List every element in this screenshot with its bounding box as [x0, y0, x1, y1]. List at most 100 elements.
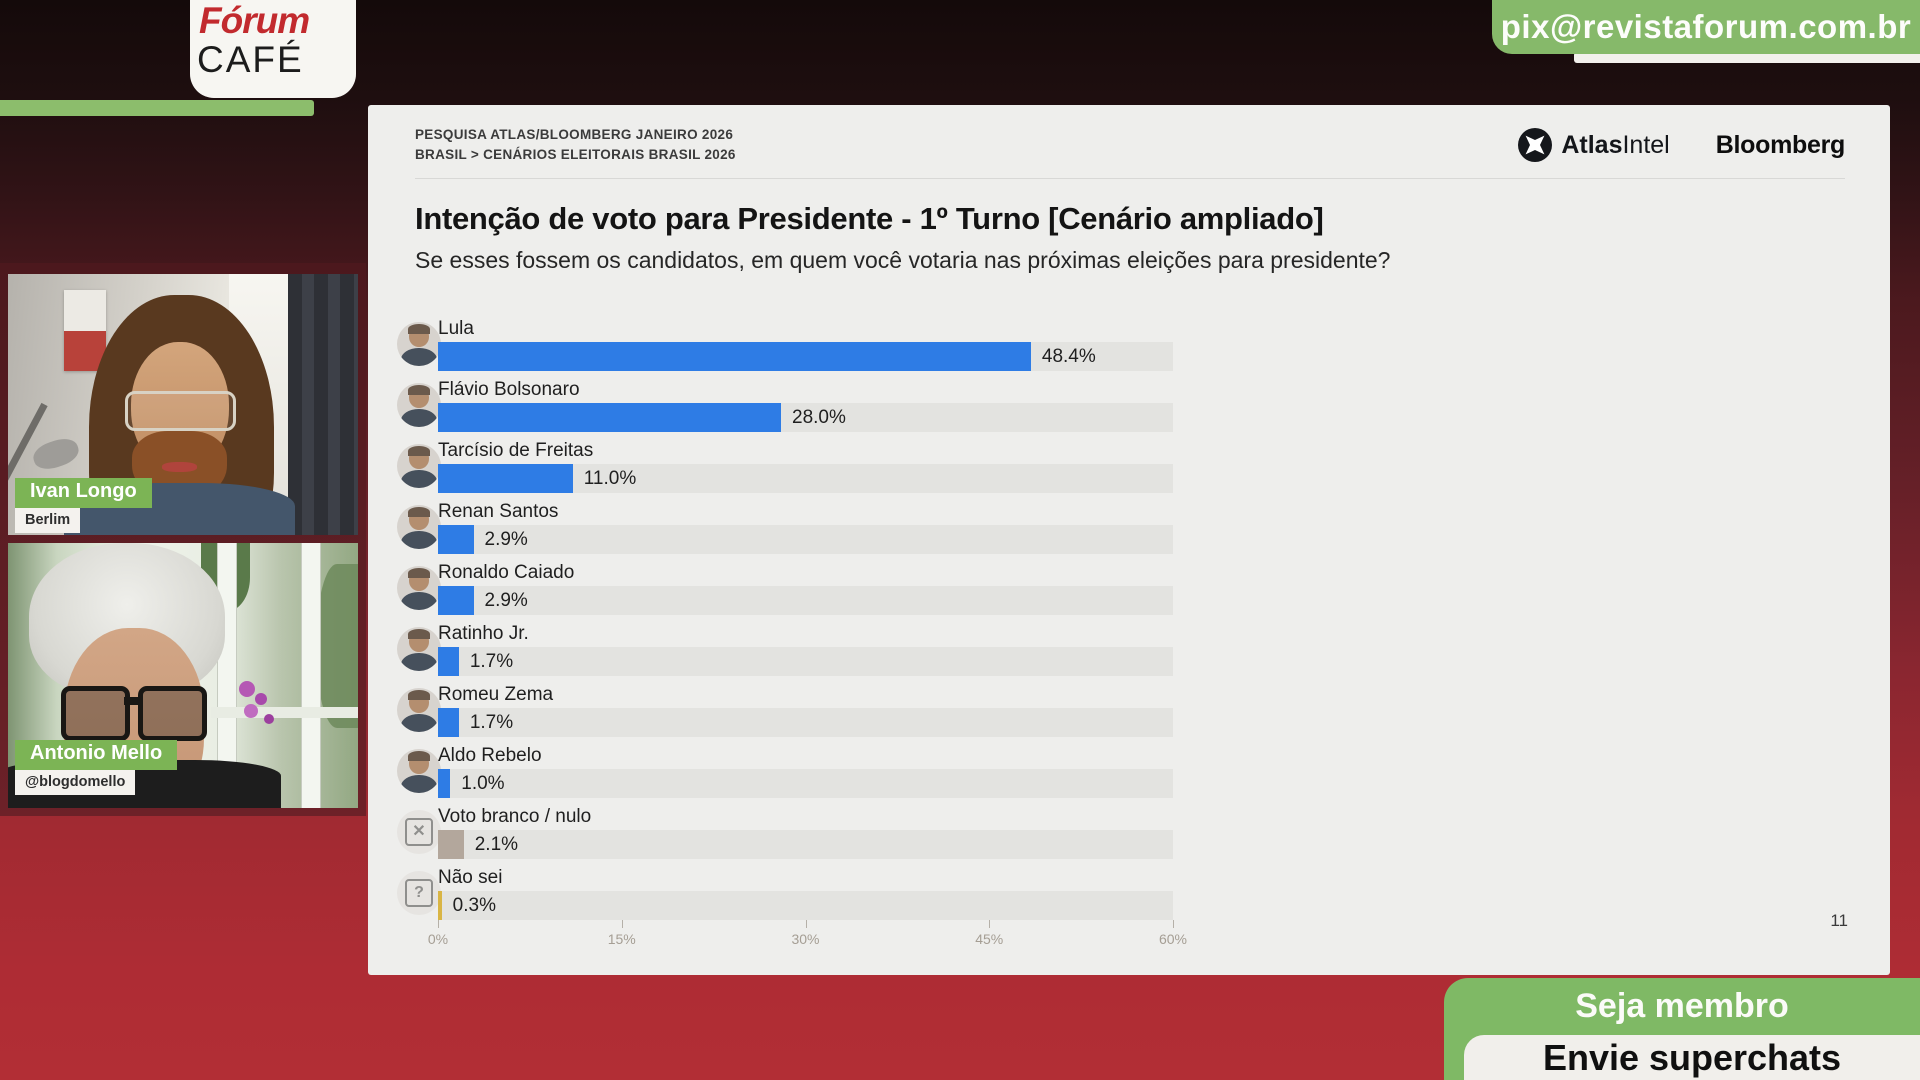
- speaker-glasses: [137, 686, 207, 742]
- avatar-silhouette-body: [401, 713, 437, 732]
- window-frame: [302, 543, 320, 808]
- icon-glyph: ✕: [405, 818, 433, 846]
- avatar-silhouette-body: [401, 774, 437, 793]
- candidate-row: Flávio Bolsonaro 28.0%: [368, 379, 1890, 440]
- header-divider: [415, 178, 1845, 179]
- vote-value: 48.4%: [1041, 346, 1096, 367]
- survey-section: BRASIL > CENÁRIOS ELEITORAIS BRASIL 2026: [415, 147, 736, 162]
- atlasintel-logo: AtlasIntel: [1518, 128, 1670, 162]
- foliage: [316, 564, 358, 729]
- axis-label: 15%: [607, 931, 636, 947]
- vote-bar-fill: [438, 708, 459, 737]
- axis-tick: [438, 920, 439, 928]
- candidate-row: Ronaldo Caiado 2.9%: [368, 562, 1890, 623]
- vote-bar-track: [438, 403, 1173, 432]
- candidate-name: Lula: [438, 318, 474, 339]
- vote-bar-fill: [438, 525, 474, 554]
- vote-value: 1.7%: [469, 651, 514, 672]
- webcam-antonio: Antonio Mello @blogdomello: [8, 543, 358, 808]
- bloomberg-logo: Bloomberg: [1715, 130, 1846, 159]
- speaker-glasses: [60, 686, 130, 742]
- axis-tick: [989, 920, 991, 928]
- candidate-avatar: [397, 627, 441, 671]
- avatar-silhouette-hair: [407, 628, 431, 640]
- avatar-silhouette-hair: [407, 323, 431, 335]
- logo-forum-text: Fórum: [199, 0, 310, 41]
- blank-vote-icon: ✕: [397, 810, 441, 854]
- forum-cafe-logo: Fórum CAFÉ: [190, 0, 356, 98]
- curtain: [288, 274, 358, 535]
- candidate-row: ? Não sei 0.3%: [368, 867, 1890, 928]
- speaker-glasses: [125, 391, 237, 432]
- breadcrumb: PESQUISA ATLAS/BLOOMBERG JANEIRO 2026 BR…: [415, 125, 736, 165]
- speaker-glasses-bridge: [123, 696, 141, 705]
- vote-bar-track: [438, 708, 1173, 737]
- candidate-avatar: [397, 444, 441, 488]
- question-icon: ?: [397, 871, 441, 915]
- vote-bar-fill: [438, 830, 464, 859]
- candidate-name: Aldo Rebelo: [438, 745, 542, 766]
- avatar-silhouette-hair: [407, 506, 431, 518]
- slide-page-number: 11: [1830, 911, 1848, 930]
- avatar-silhouette-hair: [407, 567, 431, 579]
- candidate-name: Tarcísio de Freitas: [438, 440, 594, 461]
- avatar-silhouette-body: [401, 530, 437, 549]
- vote-bar-fill: [438, 647, 459, 676]
- vote-bar-track: [438, 647, 1173, 676]
- candidate-name: Não sei: [438, 867, 503, 888]
- envie-superchats-button[interactable]: Envie superchats: [1464, 1035, 1920, 1080]
- candidate-row: Ratinho Jr. 1.7%: [368, 623, 1890, 684]
- candidate-name: Flávio Bolsonaro: [438, 379, 580, 400]
- candidate-row: Renan Santos 2.9%: [368, 501, 1890, 562]
- vote-value: 1.0%: [461, 773, 505, 794]
- pix-underline: [1574, 52, 1920, 63]
- window-sill: [211, 707, 358, 718]
- avatar-silhouette-hair: [407, 384, 431, 396]
- candidate-name: Renan Santos: [438, 501, 559, 522]
- poll-chart: Lula 48.4% Flávio Bolsonaro 28.0% Tarcísio d…: [368, 105, 1890, 975]
- candidate-row: Aldo Rebelo 1.0%: [368, 745, 1890, 806]
- logo-cafe-text: CAFÉ: [197, 39, 304, 80]
- avatar-silhouette-body: [401, 652, 437, 671]
- logo-green-strip: [0, 100, 314, 116]
- vote-bar-fill: [438, 586, 474, 615]
- speaker-nameplate: Ivan Longo: [15, 478, 152, 508]
- avatar-silhouette-body: [401, 347, 437, 366]
- vote-bar-track: [438, 586, 1173, 615]
- survey-name: PESQUISA ATLAS/BLOOMBERG JANEIRO 2026: [415, 127, 734, 142]
- vote-value: 1.7%: [469, 712, 514, 733]
- avatar-silhouette-hair: [407, 689, 431, 701]
- speaker-nameplate: Antonio Mello: [15, 740, 178, 770]
- avatar-silhouette-body: [401, 408, 437, 427]
- vote-bar-track: [438, 769, 1173, 798]
- candidate-row: Romeu Zema 1.7%: [368, 684, 1890, 745]
- page-subtitle: Se esses fossem os candidatos, em quem v…: [415, 247, 1391, 273]
- brand-logos: AtlasIntel Bloomberg: [1518, 128, 1845, 162]
- vote-bar-track: [438, 342, 1173, 371]
- candidate-avatar: [397, 322, 441, 366]
- vote-value: 28.0%: [792, 407, 846, 428]
- vote-value: 2.1%: [474, 834, 519, 855]
- axis-label: 0%: [427, 931, 449, 947]
- candidate-row: Lula 48.4%: [368, 318, 1890, 379]
- vote-value: 2.9%: [484, 590, 528, 611]
- pix-address: pix@revistaforum.com.br: [1500, 8, 1912, 45]
- vote-bar-fill: [438, 769, 451, 798]
- candidate-avatar: [397, 749, 441, 793]
- candidate-name: Ronaldo Caiado: [438, 562, 575, 583]
- vote-value: 2.9%: [484, 529, 528, 550]
- webcam-ivan: Ivan Longo Berlim: [8, 274, 358, 535]
- axis-label: 30%: [791, 931, 820, 947]
- candidate-name: Romeu Zema: [438, 684, 554, 705]
- vote-bar-fill: [438, 342, 1031, 371]
- candidate-row: Tarcísio de Freitas 11.0%: [368, 440, 1890, 501]
- slide-panel: PESQUISA ATLAS/BLOOMBERG JANEIRO 2026 BR…: [368, 105, 1890, 975]
- page-title: Intenção de voto para Presidente - 1º Tu…: [415, 201, 1324, 236]
- axis-label: 60%: [1158, 931, 1188, 947]
- candidate-avatar: [397, 566, 441, 610]
- atlasintel-icon: [1518, 128, 1553, 162]
- avatar-silhouette-hair: [407, 445, 431, 457]
- vote-bar-track: [438, 830, 1173, 859]
- vote-bar-track: [438, 525, 1173, 554]
